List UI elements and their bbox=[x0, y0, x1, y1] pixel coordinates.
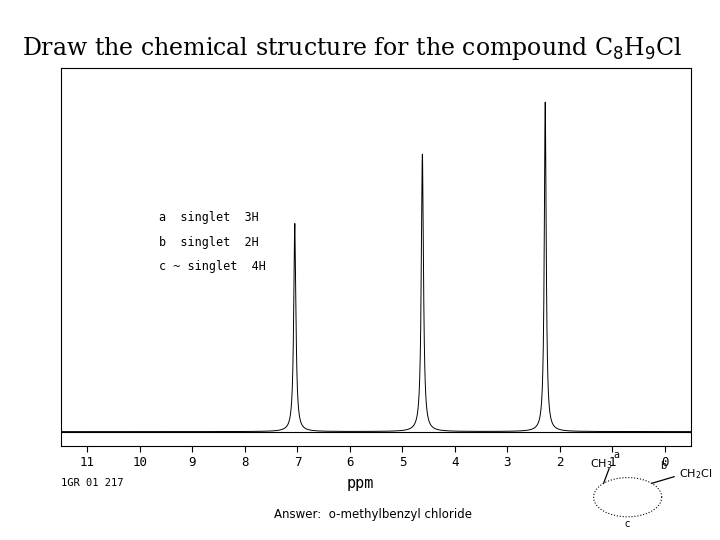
Text: c: c bbox=[625, 519, 630, 529]
Text: CH$_2$Cl: CH$_2$Cl bbox=[679, 467, 712, 481]
Text: c ~ singlet  4H: c ~ singlet 4H bbox=[159, 260, 266, 273]
Text: 1GR 01 217: 1GR 01 217 bbox=[61, 478, 124, 488]
Text: CH$_3$: CH$_3$ bbox=[590, 457, 613, 471]
Text: ppm: ppm bbox=[346, 476, 374, 491]
Text: a  singlet  3H: a singlet 3H bbox=[159, 211, 258, 224]
Text: b: b bbox=[660, 461, 667, 471]
Text: Answer:  o-methylbenzyl chloride: Answer: o-methylbenzyl chloride bbox=[274, 508, 472, 521]
Text: a: a bbox=[614, 450, 620, 460]
Text: Draw the chemical structure for the compound C$_8$H$_9$Cl: Draw the chemical structure for the comp… bbox=[22, 35, 682, 62]
Text: b  singlet  2H: b singlet 2H bbox=[159, 235, 258, 249]
